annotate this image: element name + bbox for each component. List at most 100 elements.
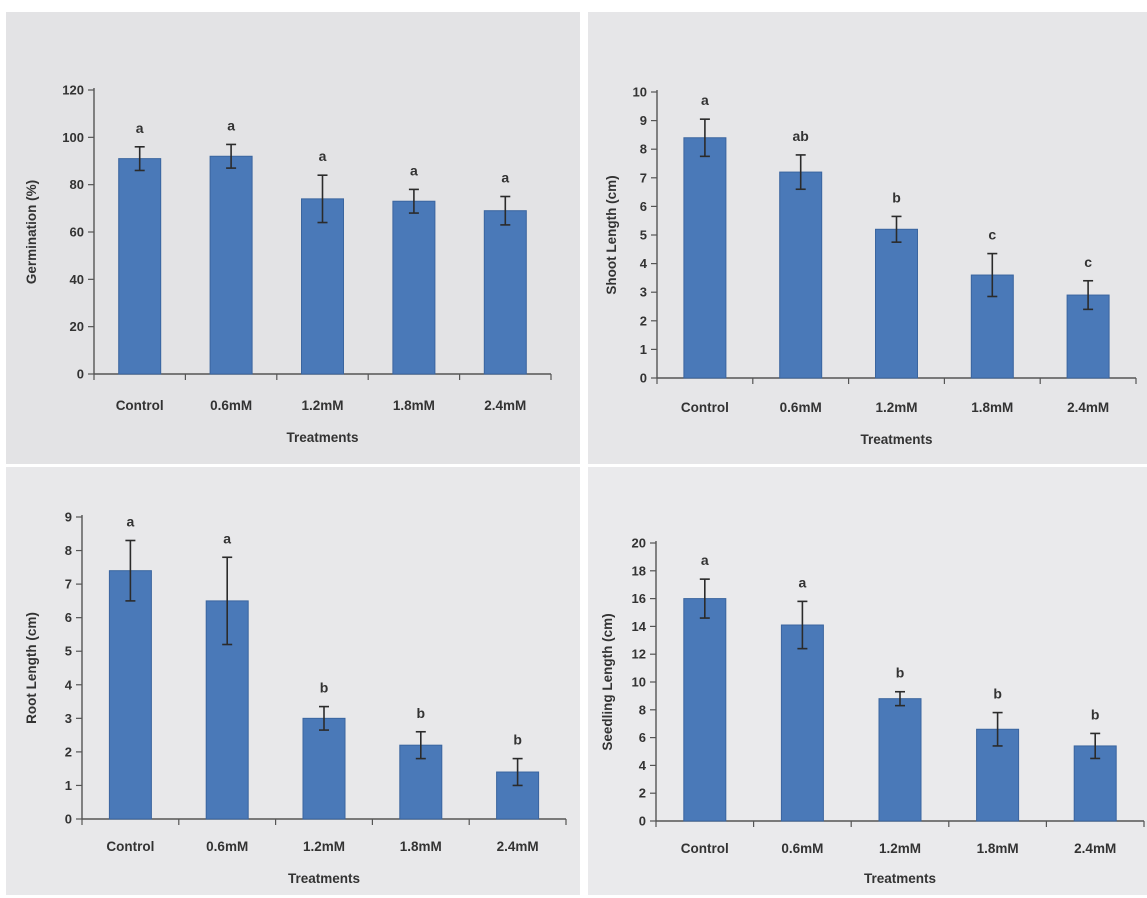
category-label: 2.4mM xyxy=(1074,841,1116,856)
bar-1.2mM xyxy=(875,228,918,379)
significance-label: a xyxy=(136,120,144,136)
bar-Control xyxy=(118,158,162,375)
error-bar xyxy=(512,757,523,787)
y-tick-label: 5 xyxy=(65,644,72,659)
y-tick-label: 12 xyxy=(632,647,646,662)
error-bar xyxy=(699,578,710,619)
y-tick-label: 0 xyxy=(77,367,84,382)
significance-label: b xyxy=(417,705,426,721)
significance-label: a xyxy=(227,117,235,133)
error-bar xyxy=(408,188,419,214)
y-tick-label: 2 xyxy=(639,786,646,801)
category-label: 1.8mM xyxy=(977,841,1019,856)
y-tick-label: 40 xyxy=(70,272,84,287)
y-tick-label: 6 xyxy=(640,199,647,214)
seedling-length-chart: 0 2 4 6 8 10 12 14 16 18 20 a Control a 0.6mM b 1.2mM b 1.… xyxy=(600,536,1145,886)
category-label: 0.6mM xyxy=(780,400,822,415)
germination-chart-panel: 0 20 40 60 80 100 120 a Control a 0.6mM a 1.2mM a 1.8m… xyxy=(6,12,580,464)
category-label: Control xyxy=(106,839,154,854)
significance-label: a xyxy=(223,530,231,546)
significance-label: ab xyxy=(793,128,809,144)
y-tick-label: 6 xyxy=(65,610,72,625)
bar-2.4mM xyxy=(483,210,527,375)
bar-Control xyxy=(683,598,727,822)
significance-label: c xyxy=(988,227,996,243)
bar-0.6mM xyxy=(780,624,824,822)
y-tick-label: 18 xyxy=(632,563,646,578)
error-bar xyxy=(319,705,329,731)
y-tick-label: 120 xyxy=(62,83,84,98)
y-tick-label: 9 xyxy=(65,510,72,525)
bar-1.2mM xyxy=(302,717,346,820)
category-label: 2.4mM xyxy=(497,839,539,854)
y-tick-label: 1 xyxy=(640,342,647,357)
category-label: Control xyxy=(681,841,729,856)
error-bar xyxy=(134,146,145,172)
y-tick-label: 7 xyxy=(65,577,72,592)
y-tick-label: 100 xyxy=(62,130,84,145)
y-tick-label: 2 xyxy=(640,313,647,328)
germination-chart: 0 20 40 60 80 100 120 a Control a 0.6mM a 1.2mM a 1.8m… xyxy=(24,83,552,445)
error-bar xyxy=(222,556,233,646)
significance-label: a xyxy=(410,162,418,178)
category-label: 0.6mM xyxy=(781,841,823,856)
y-tick-label: 8 xyxy=(65,543,72,558)
y-axis-label: Germination (%) xyxy=(24,180,39,284)
category-label: 1.2mM xyxy=(301,398,343,413)
error-bar xyxy=(125,539,136,602)
shoot-length-chart-panel: 0 1 2 3 4 5 6 7 8 9 10 a Control ab 0.6mM b 1.2mM c 1.8mM c… xyxy=(588,12,1147,464)
error-bar xyxy=(797,600,808,650)
y-tick-label: 4 xyxy=(640,256,648,271)
y-tick-label: 2 xyxy=(65,744,72,759)
y-tick-label: 0 xyxy=(65,812,72,827)
y-tick-label: 8 xyxy=(640,142,647,157)
error-bar xyxy=(992,711,1003,747)
significance-label: b xyxy=(1091,706,1100,722)
root-length-chart: 0 1 2 3 4 5 6 7 8 9 a Control a 0.6mM b 1.2mM b 1.8mM b 2.4… xyxy=(24,510,567,886)
significance-label: a xyxy=(501,170,509,186)
bar-1.2mM xyxy=(301,198,344,375)
error-bar xyxy=(1090,732,1101,760)
bar-Control xyxy=(108,570,152,820)
shoot-length-chart: 0 1 2 3 4 5 6 7 8 9 10 a Control ab 0.6mM b 1.2mM c 1.8mM c… xyxy=(604,85,1137,447)
error-bar xyxy=(987,252,998,298)
significance-label: b xyxy=(320,680,329,696)
y-tick-label: 16 xyxy=(632,591,646,606)
category-label: 1.2mM xyxy=(875,400,917,415)
y-tick-label: 4 xyxy=(639,758,647,773)
y-tick-label: 20 xyxy=(632,536,646,551)
bar-1.8mM xyxy=(392,200,436,375)
y-tick-label: 8 xyxy=(639,702,646,717)
significance-label: a xyxy=(127,513,135,529)
y-axis-label: Shoot Length (cm) xyxy=(604,175,619,294)
y-tick-label: 14 xyxy=(632,619,647,634)
x-axis-label: Treatments xyxy=(286,430,358,445)
category-label: 1.2mM xyxy=(879,841,921,856)
y-tick-label: 5 xyxy=(640,228,647,243)
category-label: 0.6mM xyxy=(206,839,248,854)
y-tick-label: 6 xyxy=(639,730,646,745)
significance-label: c xyxy=(1084,254,1092,270)
root-length-chart-panel: 0 1 2 3 4 5 6 7 8 9 a Control a 0.6mM b 1.2mM b 1.8mM b 2.4… xyxy=(6,467,580,895)
significance-label: a xyxy=(701,552,709,568)
y-axis-label: Seedling Length (cm) xyxy=(600,613,615,750)
y-tick-label: 1 xyxy=(65,778,72,793)
error-bar xyxy=(795,154,806,191)
bar-0.6mM xyxy=(779,171,823,379)
significance-label: a xyxy=(319,148,327,164)
y-tick-label: 10 xyxy=(633,85,647,100)
y-tick-label: 0 xyxy=(639,814,646,829)
y-tick-label: 10 xyxy=(632,675,646,690)
y-tick-label: 4 xyxy=(65,677,73,692)
error-bar xyxy=(891,215,902,243)
x-axis-label: Treatments xyxy=(864,871,936,886)
error-bar xyxy=(317,174,328,224)
significance-label: b xyxy=(896,665,905,681)
significance-label: a xyxy=(799,574,807,590)
category-label: Control xyxy=(116,398,164,413)
y-tick-label: 3 xyxy=(640,285,647,300)
category-label: 2.4mM xyxy=(1067,400,1109,415)
significance-label: b xyxy=(513,732,522,748)
error-bar xyxy=(226,143,237,169)
significance-label: a xyxy=(701,92,709,108)
